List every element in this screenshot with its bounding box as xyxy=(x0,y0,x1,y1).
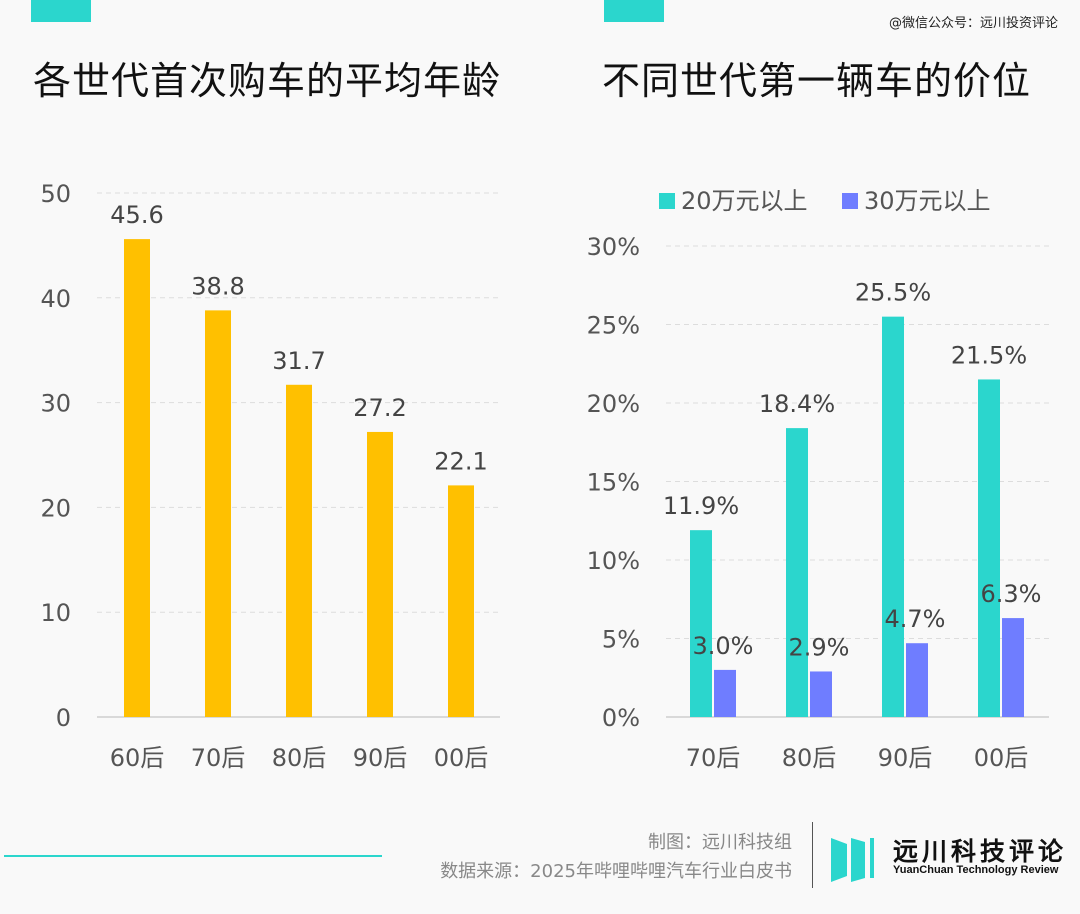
data-label: 25.5% xyxy=(855,279,931,307)
data-label: 38.8 xyxy=(191,272,244,300)
y-tick-label: 25% xyxy=(587,312,640,340)
y-tick-label: 0 xyxy=(56,704,71,732)
y-tick-label: 5% xyxy=(602,626,640,654)
footer-divider xyxy=(812,822,813,888)
x-tick-label: 60后 xyxy=(110,744,165,772)
x-tick-label: 80后 xyxy=(272,744,327,772)
data-label: 27.2 xyxy=(353,394,406,422)
data-label: 22.1 xyxy=(434,447,487,475)
chart2-title: 不同世代第一辆车的价位 xyxy=(602,59,1032,103)
price-chart: 0% 5% 10% 15% 20% 25% 30% 20万元以上 30万元以上 11.9% 3.0%… xyxy=(587,187,1049,772)
data-label: 18.4% xyxy=(759,390,835,418)
bar xyxy=(124,239,150,717)
bar xyxy=(286,384,312,717)
y-tick-label: 20 xyxy=(40,494,71,522)
logo-text-cn: 远川科技评论 xyxy=(893,837,1068,866)
y-tick-label: 10 xyxy=(40,599,71,627)
credit-text: 制图：远川科技组 xyxy=(648,832,792,853)
bar-20w xyxy=(690,530,712,717)
logo-text-en: YuanChuan Technology Review xyxy=(893,864,1059,876)
data-label: 3.0% xyxy=(693,632,754,660)
y-tick-label: 50 xyxy=(40,180,71,208)
y-tick-label: 10% xyxy=(587,547,640,575)
bar-20w xyxy=(978,379,1000,717)
y-tick-label: 40 xyxy=(40,285,71,313)
data-label: 11.9% xyxy=(663,492,739,520)
data-label: 21.5% xyxy=(951,341,1027,369)
y-tick-label: 0% xyxy=(602,704,640,732)
x-tick-label: 90后 xyxy=(878,744,933,772)
source-text: 数据来源：2025年哔哩哔哩汽车行业白皮书 xyxy=(440,861,792,882)
bar xyxy=(448,485,474,717)
bar-30w xyxy=(1002,618,1024,717)
x-tick-label: 70后 xyxy=(686,744,741,772)
legend-label: 20万元以上 xyxy=(681,187,808,215)
bar-30w xyxy=(714,669,736,717)
legend-swatch xyxy=(659,193,675,209)
chart1-title: 各世代首次购车的平均年龄 xyxy=(33,59,502,103)
logo-mark-icon xyxy=(831,838,874,882)
data-label: 45.6 xyxy=(110,201,163,229)
legend-label: 30万元以上 xyxy=(864,187,991,215)
x-tick-label: 70后 xyxy=(191,744,246,772)
y-tick-label: 30% xyxy=(587,233,640,261)
bar-30w xyxy=(906,643,928,717)
data-label: 4.7% xyxy=(885,605,946,633)
data-label: 6.3% xyxy=(981,580,1042,608)
bar xyxy=(205,310,231,717)
accent-bar-right xyxy=(604,0,664,22)
data-label: 2.9% xyxy=(789,633,850,661)
age-chart: 0 10 20 30 40 50 45.6 60后 38.8 70后 31.7 80后 27.2 90后 2… xyxy=(40,180,500,772)
x-tick-label: 90后 xyxy=(353,744,408,772)
y-tick-label: 15% xyxy=(587,469,640,497)
bar-30w xyxy=(810,671,832,717)
legend-swatch xyxy=(842,193,858,209)
x-tick-label: 00后 xyxy=(434,744,489,772)
bar-20w xyxy=(786,428,808,717)
y-tick-label: 20% xyxy=(587,390,640,418)
accent-bar-left xyxy=(31,0,91,22)
bar-20w xyxy=(882,316,904,717)
footer-line xyxy=(4,855,382,857)
data-label: 31.7 xyxy=(272,347,325,375)
y-tick-label: 30 xyxy=(40,390,71,418)
watermark: @微信公众号：远川投资评论 xyxy=(888,16,1058,31)
x-tick-label: 80后 xyxy=(782,744,837,772)
bar xyxy=(367,431,393,717)
x-tick-label: 00后 xyxy=(974,744,1029,772)
